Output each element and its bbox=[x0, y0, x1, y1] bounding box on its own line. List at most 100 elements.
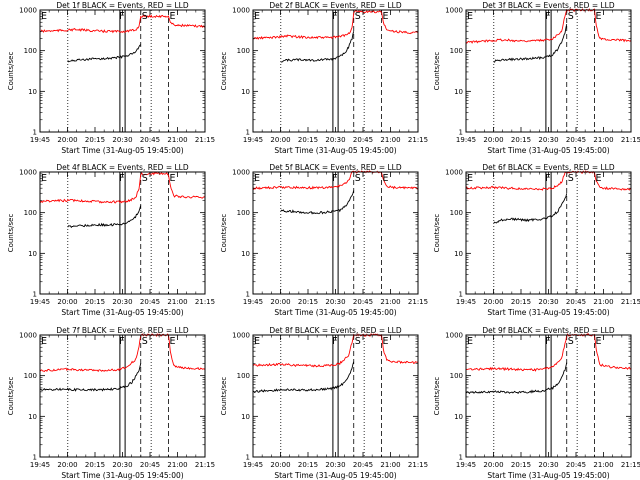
x-axis-label: Start Time (31-Aug-05 19:45:00) bbox=[61, 308, 183, 317]
x-tick-label: 21:00 bbox=[380, 461, 400, 469]
x-tick-label: 20:30 bbox=[325, 461, 345, 469]
event-marker-label: E bbox=[467, 173, 473, 184]
panel-title: Det 4f BLACK = Events, RED = LLD bbox=[56, 163, 189, 172]
x-tick-label: 21:15 bbox=[195, 461, 215, 469]
y-tick-label: 1 bbox=[246, 129, 250, 137]
x-tick-label: 21:15 bbox=[195, 136, 215, 144]
series-line-lld bbox=[465, 8, 632, 44]
event-marker-label: E bbox=[254, 336, 260, 347]
panel-title: Det 3f BLACK = Events, RED = LLD bbox=[482, 1, 615, 10]
event-marker-label: S bbox=[568, 11, 574, 22]
y-tick-label: 10 bbox=[28, 250, 37, 258]
y-tick-label: 1000 bbox=[19, 332, 37, 340]
y-tick-label: 1 bbox=[33, 291, 37, 299]
series-line-lld bbox=[39, 332, 206, 373]
series-line-events bbox=[465, 362, 568, 395]
y-tick-label: 10 bbox=[28, 88, 37, 96]
y-tick-label: 100 bbox=[24, 47, 37, 55]
x-tick-label: 19:45 bbox=[243, 298, 263, 306]
event-marker-label: F bbox=[545, 11, 550, 22]
y-tick-label: 100 bbox=[450, 209, 463, 217]
panel-7: Det 7f BLACK = Events, RED = LLD Counts/s… bbox=[7, 326, 215, 480]
y-axis-label: Counts/sec bbox=[220, 214, 228, 253]
y-axis-label: Counts/sec bbox=[7, 52, 15, 91]
x-tick-label: 20:15 bbox=[511, 461, 531, 469]
x-tick-label: 20:00 bbox=[270, 461, 290, 469]
series-line-lld bbox=[465, 170, 632, 191]
event-marker-label: F bbox=[332, 11, 337, 22]
x-axis-label: Start Time (31-Aug-05 19:45:00) bbox=[487, 471, 609, 480]
series-line-events bbox=[280, 31, 355, 63]
x-tick-label: 20:45 bbox=[140, 298, 160, 306]
x-tick-label: 20:00 bbox=[270, 298, 290, 306]
panel-4: Det 4f BLACK = Events, RED = LLD Counts/s… bbox=[7, 163, 215, 317]
y-tick-label: 1000 bbox=[445, 169, 463, 177]
event-marker-label: F bbox=[545, 336, 550, 347]
event-marker-label: E bbox=[254, 173, 260, 184]
y-axis-label: Counts/sec bbox=[220, 52, 228, 91]
event-marker-label: S bbox=[355, 11, 361, 22]
y-axis-label: Counts/sec bbox=[433, 377, 441, 416]
x-tick-label: 20:45 bbox=[140, 461, 160, 469]
y-tick-label: 100 bbox=[237, 372, 250, 380]
x-tick-label: 20:15 bbox=[298, 298, 318, 306]
event-marker-label: S bbox=[568, 336, 574, 347]
y-tick-label: 1 bbox=[246, 291, 250, 299]
x-tick-label: 20:00 bbox=[483, 136, 503, 144]
y-tick-label: 1000 bbox=[232, 7, 250, 15]
x-axis-label: Start Time (31-Aug-05 19:45:00) bbox=[487, 146, 609, 155]
plot-frame bbox=[252, 334, 419, 458]
x-tick-label: 20:00 bbox=[483, 298, 503, 306]
panel-title: Det 7f BLACK = Events, RED = LLD bbox=[56, 326, 189, 335]
y-tick-label: 100 bbox=[450, 47, 463, 55]
series-line-events bbox=[252, 361, 355, 394]
x-axis-label: Start Time (31-Aug-05 19:45:00) bbox=[487, 308, 609, 317]
x-axis-label: Start Time (31-Aug-05 19:45:00) bbox=[274, 308, 396, 317]
x-tick-label: 19:45 bbox=[243, 461, 263, 469]
y-axis-label: Counts/sec bbox=[220, 377, 228, 416]
y-tick-label: 1 bbox=[33, 454, 37, 462]
series-line-lld bbox=[252, 333, 419, 368]
x-tick-label: 21:15 bbox=[408, 298, 428, 306]
plot-frame bbox=[39, 171, 206, 295]
series-line-events bbox=[493, 24, 568, 63]
x-tick-label: 19:45 bbox=[30, 136, 50, 144]
y-tick-label: 100 bbox=[237, 209, 250, 217]
panel-8: Det 8f BLACK = Events, RED = LLD Counts/s… bbox=[220, 326, 428, 480]
x-tick-label: 21:15 bbox=[408, 136, 428, 144]
x-tick-label: 20:45 bbox=[353, 136, 373, 144]
series-line-events bbox=[67, 44, 141, 63]
event-marker-label: E bbox=[41, 11, 47, 22]
y-tick-label: 10 bbox=[28, 413, 37, 421]
y-tick-label: 1000 bbox=[19, 169, 37, 177]
event-marker-label: S bbox=[142, 336, 148, 347]
y-tick-label: 1000 bbox=[232, 332, 250, 340]
y-tick-label: 1000 bbox=[445, 7, 463, 15]
event-marker-label: E bbox=[596, 336, 602, 347]
x-tick-label: 20:30 bbox=[112, 298, 132, 306]
x-tick-label: 20:45 bbox=[566, 136, 586, 144]
series-line-lld bbox=[252, 10, 419, 40]
x-tick-label: 20:15 bbox=[511, 136, 531, 144]
x-tick-label: 20:30 bbox=[538, 298, 558, 306]
plot-frame bbox=[39, 9, 206, 133]
x-tick-label: 21:00 bbox=[167, 136, 187, 144]
event-marker-label: E bbox=[467, 336, 473, 347]
x-axis-label: Start Time (31-Aug-05 19:45:00) bbox=[61, 146, 183, 155]
x-tick-label: 20:15 bbox=[85, 136, 105, 144]
x-tick-label: 20:15 bbox=[298, 461, 318, 469]
plot-frame bbox=[465, 9, 632, 133]
x-tick-label: 21:00 bbox=[593, 461, 613, 469]
panel-title: Det 9f BLACK = Events, RED = LLD bbox=[482, 326, 615, 335]
x-tick-label: 21:00 bbox=[167, 298, 187, 306]
x-tick-label: 20:00 bbox=[483, 461, 503, 469]
x-tick-label: 21:00 bbox=[593, 298, 613, 306]
x-tick-label: 20:30 bbox=[112, 136, 132, 144]
event-marker-label: E bbox=[596, 173, 602, 184]
panel-2: Det 2f BLACK = Events, RED = LLD Counts/s… bbox=[220, 1, 428, 155]
x-tick-label: 19:45 bbox=[456, 298, 476, 306]
x-tick-label: 19:45 bbox=[30, 298, 50, 306]
x-tick-label: 19:45 bbox=[456, 136, 476, 144]
series-line-events bbox=[40, 363, 142, 392]
y-tick-label: 10 bbox=[454, 413, 463, 421]
